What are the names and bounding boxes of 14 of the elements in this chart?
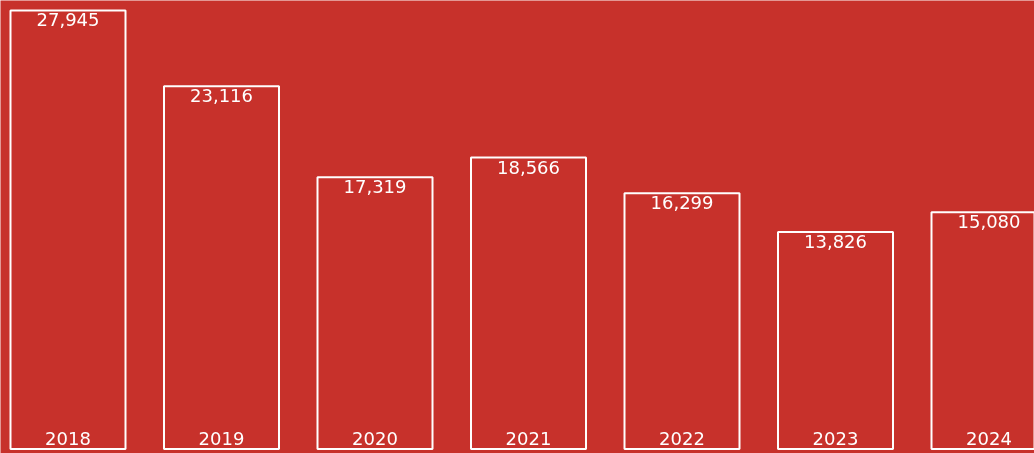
data-label: 23,116 bbox=[190, 85, 253, 107]
x-tick-label: 2018 bbox=[45, 428, 91, 450]
x-tick-label: 2024 bbox=[966, 428, 1012, 450]
x-tick-label: 2019 bbox=[198, 428, 245, 450]
x-tick-label: 2020 bbox=[352, 428, 398, 450]
data-label: 16,299 bbox=[650, 192, 714, 214]
data-label: 15,080 bbox=[957, 211, 1021, 233]
data-label: 17,319 bbox=[343, 176, 407, 198]
x-tick-label: 2022 bbox=[659, 428, 705, 450]
x-tick-label: 2023 bbox=[812, 428, 859, 450]
data-label: 27,945 bbox=[36, 9, 100, 31]
data-label: 18,566 bbox=[497, 156, 560, 178]
x-tick-label: 2021 bbox=[505, 428, 552, 450]
data-label: 13,826 bbox=[804, 231, 867, 253]
